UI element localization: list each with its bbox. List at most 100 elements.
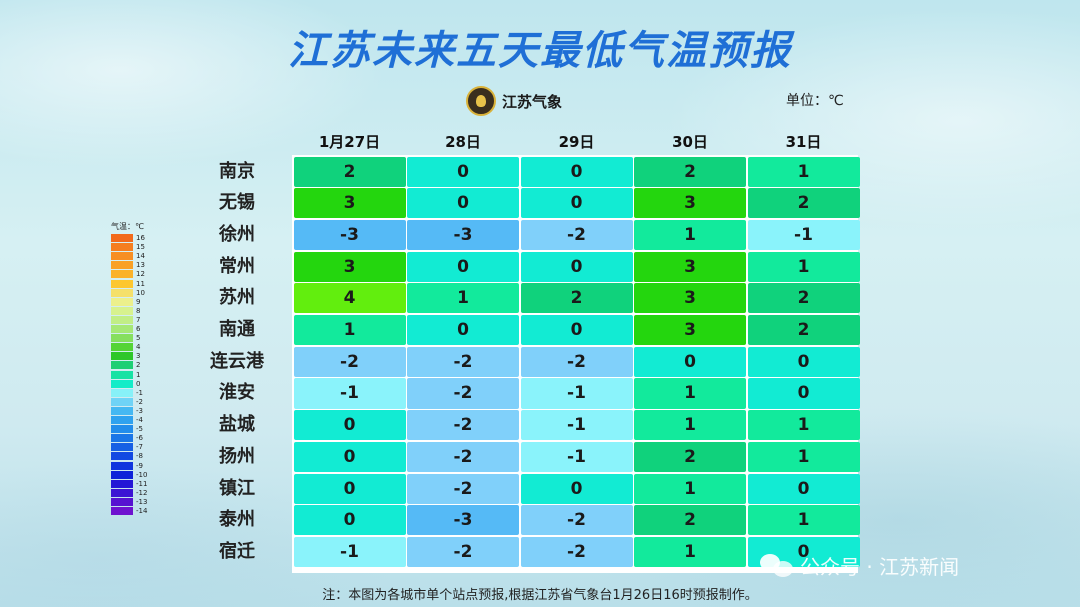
temperature-cell: -3 [407, 505, 519, 536]
legend-swatch [111, 334, 133, 343]
column-header: 28日 [445, 133, 481, 151]
temperature-cell: 2 [747, 283, 860, 314]
temperature-cell: 2 [747, 188, 860, 219]
legend-swatch [111, 352, 133, 361]
temperature-cell: 3 [293, 188, 406, 219]
city-label: 泰州 [219, 509, 255, 531]
city-label: 徐州 [219, 223, 255, 245]
city-label: 镇江 [219, 477, 255, 499]
temperature-cell: 2 [520, 283, 633, 314]
temperature-cell: -1 [520, 378, 633, 409]
legend-label: 0 [136, 379, 141, 388]
forecast-table: 2 0 0 2 1 3 0 0 3 2 -3 -3 -2 1 -1 3 0 0 3 1 4 1 2 3 2 1 0 0 3 2 -2 -2 -2… [292, 155, 860, 573]
logo-text: 江苏气象 [502, 92, 563, 111]
temperature-cell: -2 [407, 441, 519, 472]
legend-swatch [111, 288, 133, 297]
temperature-cell: -1 [747, 219, 860, 251]
temperature-cell: 0 [407, 156, 519, 187]
legend-label: 9 [136, 297, 141, 306]
legend-swatch [111, 297, 133, 306]
temperature-cell: 1 [747, 410, 860, 441]
legend-swatch [111, 461, 133, 470]
legend-swatch [111, 306, 133, 315]
city-label: 常州 [219, 255, 255, 277]
temperature-cell: 3 [634, 315, 746, 346]
watermark: 公众号 · 江苏新闻 [760, 550, 959, 580]
temperature-cell: 2 [634, 441, 746, 472]
temperature-cell: 0 [634, 346, 746, 377]
temperature-cell: 0 [293, 505, 406, 536]
unit-label: 单位：℃ [786, 93, 844, 109]
column-header: 1月27日 [318, 133, 381, 151]
temperature-cell: -2 [407, 346, 519, 377]
legend-label: 16 [136, 234, 145, 242]
legend-swatch [111, 343, 133, 352]
legend-swatch [111, 361, 133, 370]
temperature-cell: -1 [520, 410, 633, 441]
temperature-cell: 0 [747, 346, 860, 377]
temperature-cell: 1 [747, 441, 860, 472]
legend-label: 1 [136, 370, 141, 379]
legend-swatch [111, 388, 133, 397]
column-header: 30日 [672, 133, 708, 151]
temperature-cell: 1 [407, 283, 519, 314]
legend-swatch [111, 452, 133, 461]
temperature-cell: -2 [407, 378, 519, 409]
legend-swatch [111, 397, 133, 406]
meteorology-logo-icon [466, 86, 496, 116]
temperature-cell: 3 [293, 251, 406, 282]
legend-label: 6 [136, 325, 141, 333]
legend-label: -13 [136, 497, 148, 506]
legend-label: -12 [136, 488, 148, 497]
city-label: 苏州 [219, 287, 255, 309]
legend-swatch [111, 488, 133, 497]
legend-title: 气温：℃ [111, 222, 144, 231]
watermark-text: 公众号 · 江苏新闻 [800, 554, 960, 579]
temperature-cell: 0 [407, 315, 519, 346]
legend-label: -5 [136, 425, 143, 434]
temperature-cell: -1 [293, 536, 406, 568]
temperature-cell: 2 [634, 505, 746, 536]
legend-label: -11 [136, 479, 148, 488]
temperature-cell: 1 [634, 473, 746, 504]
city-label: 连云港 [210, 350, 264, 372]
legend-swatch [111, 497, 133, 506]
legend-swatch [111, 470, 133, 479]
temperature-cell: 0 [747, 378, 860, 409]
legend-label: 7 [136, 315, 141, 324]
city-label: 南通 [219, 319, 255, 340]
legend-label: -6 [136, 434, 143, 443]
temperature-cell: 1 [293, 315, 406, 346]
temperature-cell: 1 [747, 505, 860, 536]
legend-swatch [111, 315, 133, 324]
legend-label: 5 [136, 334, 141, 343]
temperature-cell: -2 [407, 473, 519, 504]
legend-label: 14 [136, 252, 145, 261]
legend-label: 15 [136, 243, 145, 252]
city-label: 淮安 [219, 382, 255, 404]
page-title: 江苏未来五天最低气温预报 [288, 28, 792, 74]
temperature-cell: 1 [634, 378, 746, 409]
temperature-cell: -3 [407, 219, 519, 251]
legend-label: 11 [136, 279, 145, 288]
legend-swatch [111, 234, 133, 243]
temperature-cell: -2 [520, 505, 633, 536]
temperature-cell: 1 [634, 536, 746, 568]
footnote: 注：本图为各城市单个站点预报,根据江苏省气象台1月26日16时预报制作。 [322, 588, 758, 603]
city-label: 无锡 [219, 192, 255, 214]
temperature-cell: 0 [520, 251, 633, 282]
temperature-cell: 1 [747, 251, 860, 282]
column-header: 31日 [785, 133, 822, 151]
legend-label: -7 [136, 443, 143, 452]
legend-label: -14 [136, 507, 148, 515]
legend-swatch [111, 406, 133, 415]
legend-swatch [111, 416, 133, 425]
legend-label: -10 [136, 470, 148, 479]
temperature-cell: -1 [293, 378, 406, 409]
temperature-cell: 1 [634, 219, 746, 251]
legend-label: -9 [136, 461, 143, 470]
city-label: 南京 [219, 160, 255, 182]
temperature-cell: 0 [407, 251, 519, 282]
temperature-cell: 0 [520, 188, 633, 219]
temperature-cell: 1 [747, 156, 860, 187]
